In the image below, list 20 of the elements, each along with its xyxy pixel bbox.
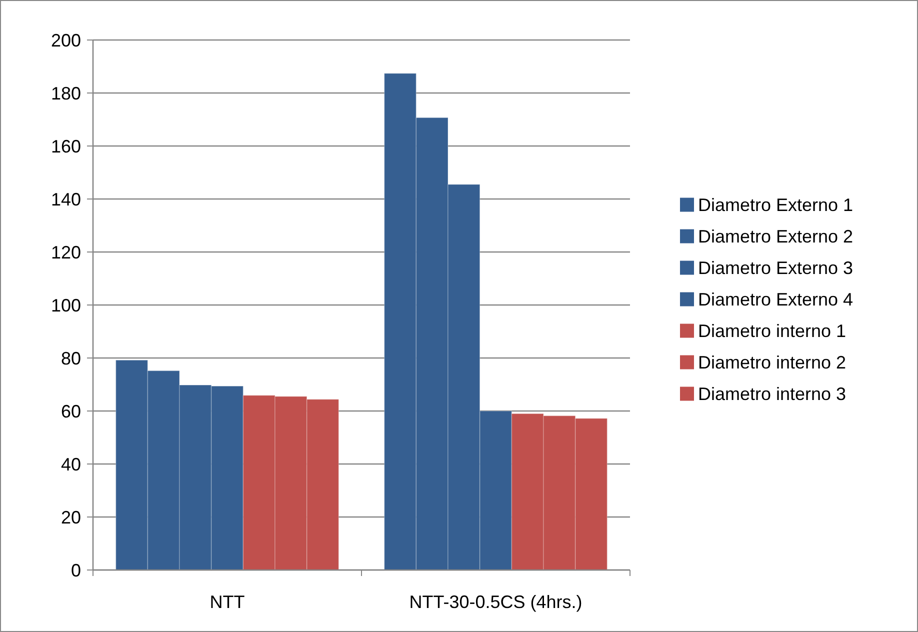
y-tick-label: 200 (50, 30, 81, 50)
legend-label: Diametro interno 3 (698, 384, 846, 404)
x-tick-label: NTT (210, 592, 245, 612)
legend-label: Diametro Externo 4 (698, 290, 854, 310)
y-tick-label: 0 (70, 560, 81, 580)
y-tick-label: 100 (50, 295, 81, 316)
y-tick-label: 140 (50, 189, 81, 210)
legend-label: Diametro Externo 3 (698, 258, 854, 278)
legend-label: Diametro interno 1 (698, 321, 846, 342)
legend-label: Diametro Externo 1 (698, 195, 854, 216)
y-tick-label: 40 (60, 454, 81, 474)
y-tick-label: 120 (50, 242, 81, 262)
y-tick-label: 80 (60, 348, 81, 368)
y-tick-label: 160 (50, 136, 81, 156)
y-tick-label: 20 (60, 507, 81, 528)
legend-label: Diametro Externo 2 (698, 226, 854, 247)
legend-label: Diametro interno 2 (698, 352, 846, 373)
y-tick-label: 180 (50, 83, 81, 104)
y-tick-label: 60 (60, 401, 81, 422)
x-tick-label: NTT-30-0.5CS (4hrs.) (409, 592, 582, 612)
